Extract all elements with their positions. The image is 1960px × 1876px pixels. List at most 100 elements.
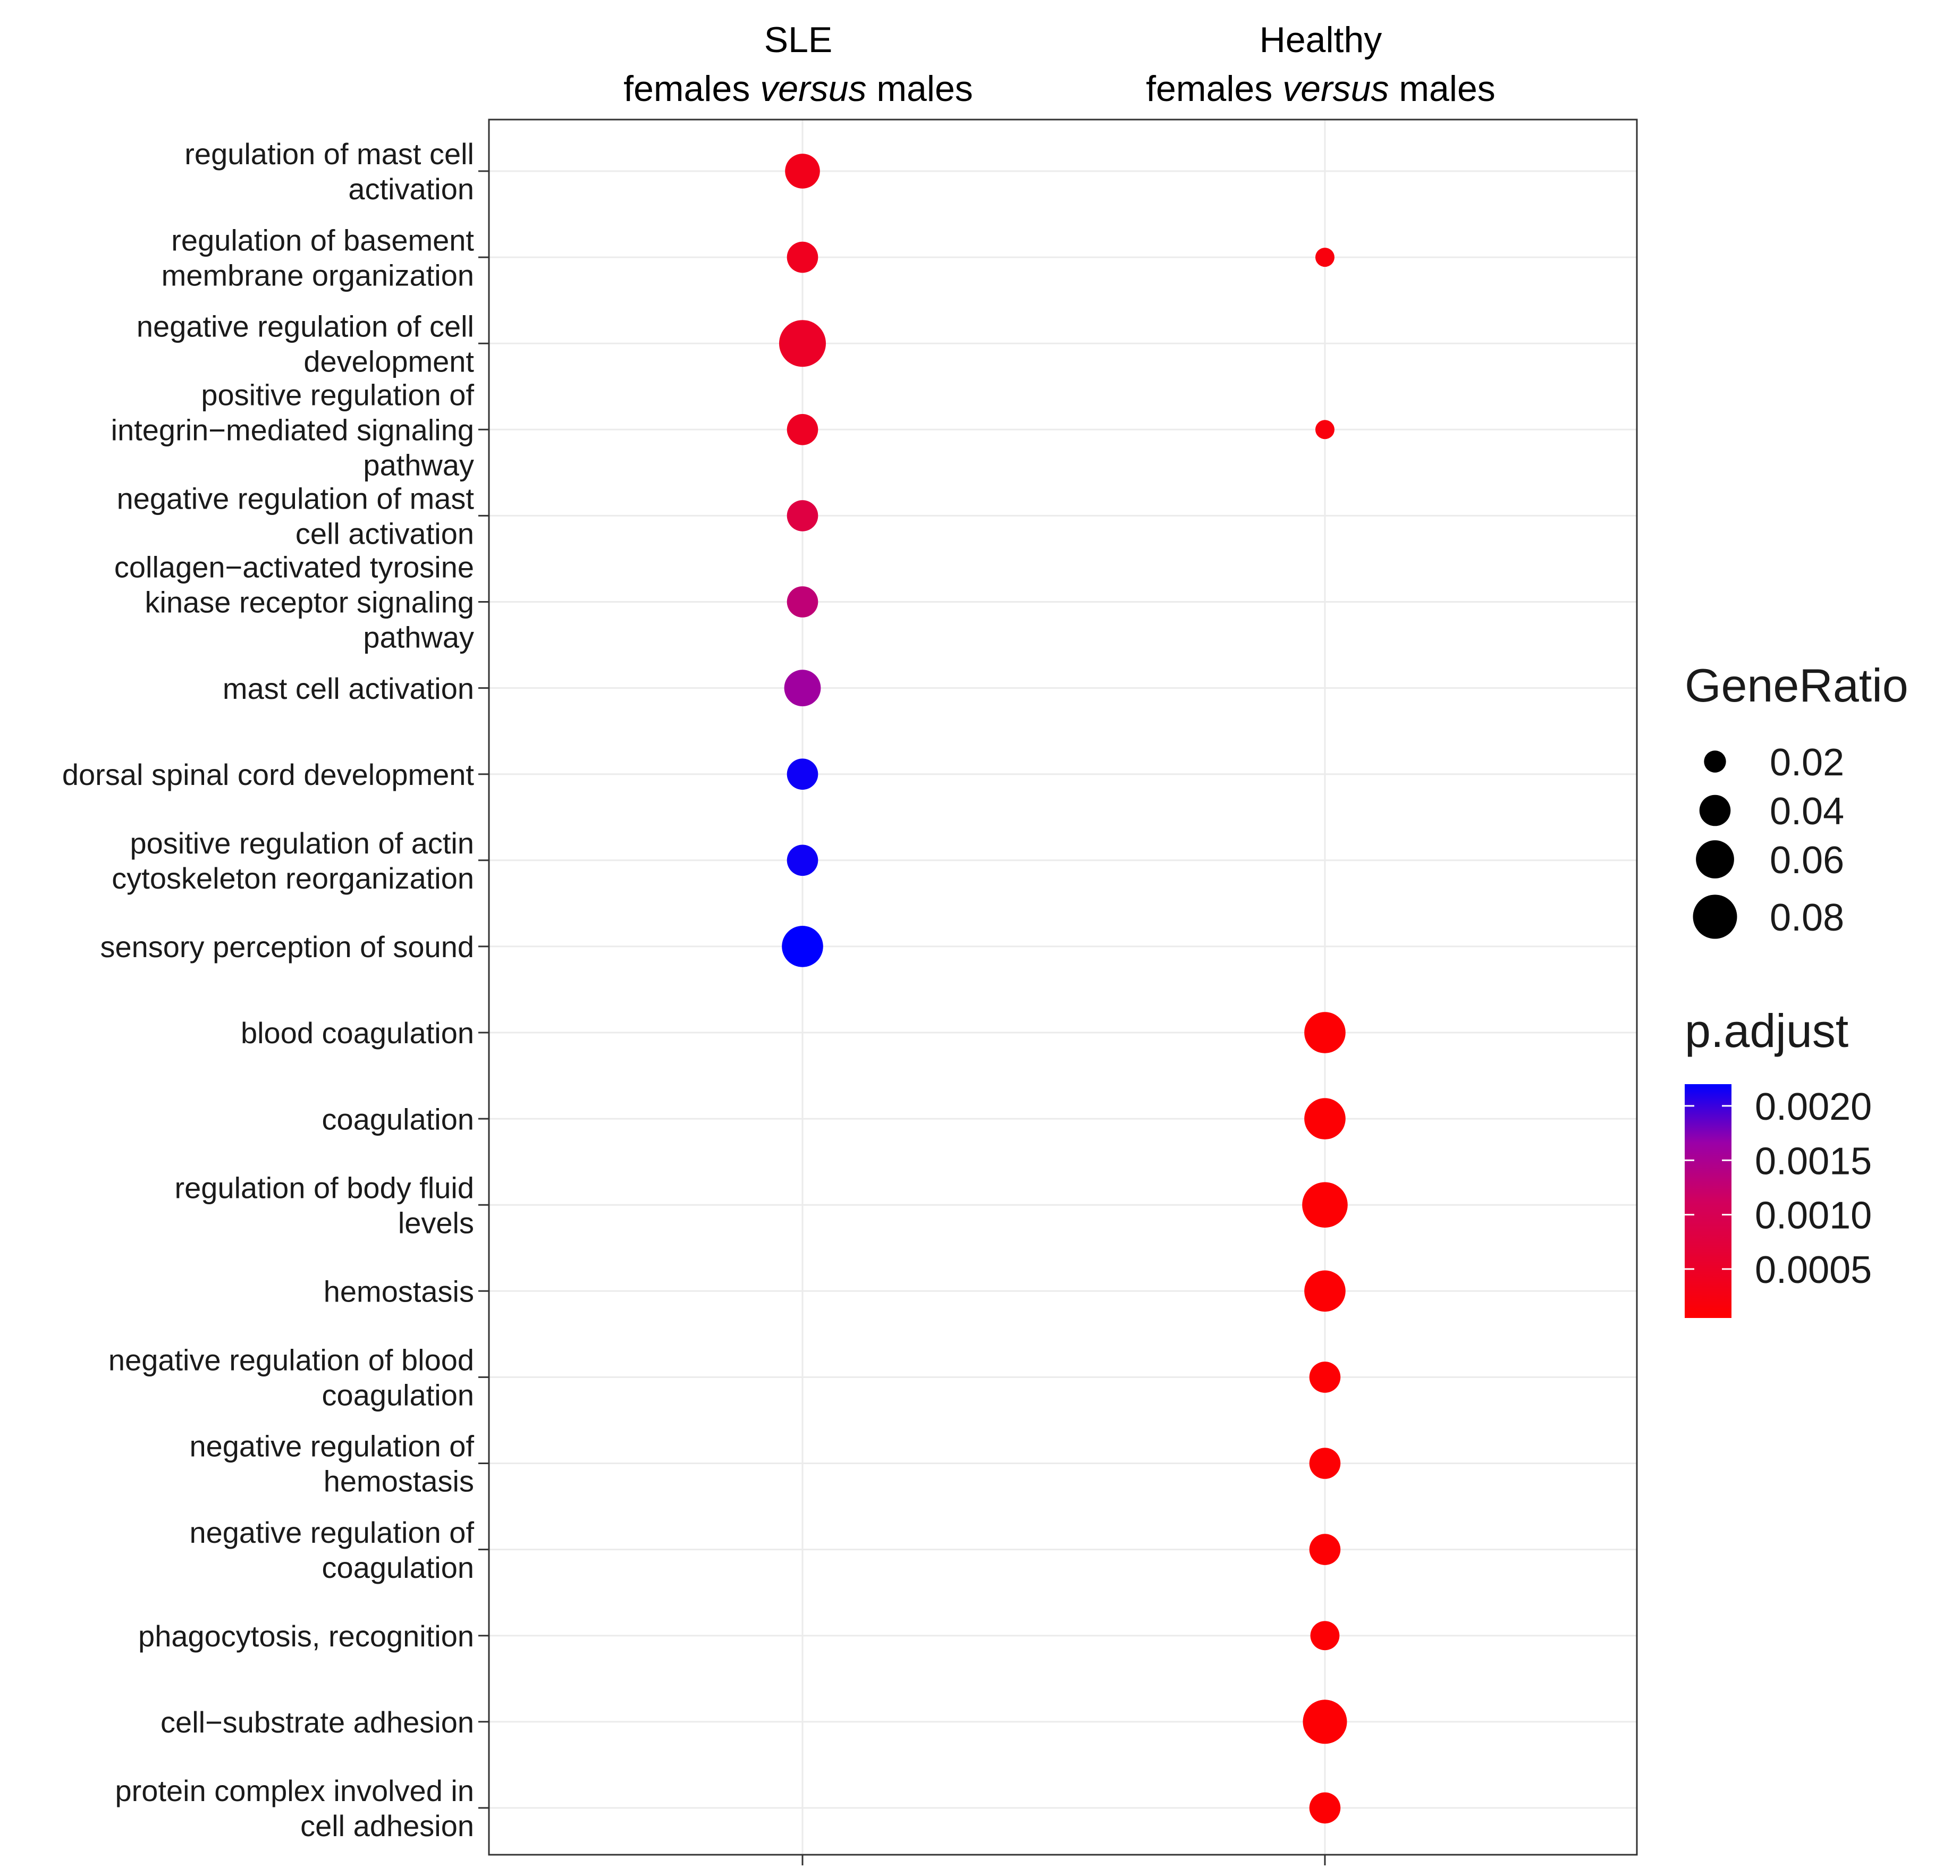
y-axis-labels: regulation of mast cell activationregulat… [62,137,475,1843]
y-label-line: coagulation [322,1551,474,1584]
header-text: males [867,69,973,109]
dot-15 [1302,1182,1348,1228]
y-label-line: negative regulation of blood [108,1343,474,1377]
y-label-1: regulation of mast cell activation [184,137,474,206]
y-label-line: dorsal spinal cord development [62,758,475,791]
y-label-8: dorsal spinal cord development [62,758,475,791]
column-header-title-1: SLE [764,20,833,60]
panel-background [489,120,1637,1855]
dot-21 [1303,1700,1347,1744]
y-label-16: negative regulation of hemostasis [190,1430,475,1498]
y-label-line: negative regulation of cell [137,309,474,343]
dot-18 [1309,1448,1341,1479]
plot-panel [488,119,1638,1856]
header-text-italic: versus [1282,69,1389,109]
p-adjust-colorbar [1685,1084,1731,1318]
generatio-key-1 [1704,750,1726,773]
y-label-line: membrane organization [162,258,474,292]
dot-8 [787,586,818,618]
y-label-12: coagulation [322,1102,474,1136]
dot-12 [782,926,823,967]
y-label-17: negative regulation of coagulation [190,1516,475,1584]
dot-9 [784,670,821,706]
generatio-key-label-4: 0.08 [1770,897,1844,939]
p-adjust-label-4: 0.0005 [1755,1249,1872,1291]
dot-1 [785,154,820,189]
y-label-line: positive regulation of actin [130,826,475,860]
p-adjust-legend: p.adjust 0.0020 0.0015 0.0010 0.0005 [1685,1004,1872,1318]
y-label-2: regulation of basement membrane organizat… [162,223,475,292]
dot-22 [1309,1792,1341,1824]
y-axis-ticks [478,170,489,1809]
generatio-legend-title: GeneRatio [1685,659,1908,712]
horizontal-gridlines [489,170,1637,1809]
p-adjust-label-3: 0.0010 [1755,1195,1872,1237]
y-label-11: blood coagulation [241,1016,474,1050]
y-label-10: sensory perception of sound [100,930,474,964]
generatio-legend: GeneRatio 0.02 0.04 0.06 0.08 [1685,659,1908,939]
dot-4 [779,320,826,367]
y-label-7: mast cell activation [223,672,474,705]
y-label-line: negative regulation of [190,1430,475,1463]
y-label-line: protein complex involved in [115,1774,474,1807]
dot-6 [1315,420,1334,440]
y-label-4: positive regulation of integrin−mediated … [111,378,475,481]
p-adjust-legend-ticks: 0.0020 0.0015 0.0010 0.0005 [1685,1086,1872,1291]
dot-3 [1315,248,1334,267]
y-label-line: phagocytosis, recognition [138,1619,474,1653]
y-label-line: cell adhesion [300,1809,474,1843]
y-label-line: integrin−mediated signaling [111,413,474,446]
y-label-line: cytoskeleton reorganization [112,861,474,895]
y-label-9: positive regulation of actin cytoskeleton… [112,826,474,895]
y-label-line: activation [348,172,474,206]
generatio-key-4 [1693,894,1737,939]
y-label-15: negative regulation of blood coagulation [108,1343,474,1412]
y-label-line: positive regulation of [201,378,474,411]
column-header-subtitle-2: females versus males [1146,69,1496,109]
generatio-key-2 [1699,795,1731,826]
header-text: females [623,69,760,109]
data-points [779,154,1348,1824]
y-label-line: pathway [363,621,474,654]
y-label-line: hemostasis [324,1465,474,1498]
y-label-line: negative regulation of mast [117,482,475,516]
y-label-line: levels [398,1206,474,1239]
y-label-line: regulation of body fluid [175,1171,475,1204]
dot-20 [1310,1621,1340,1651]
column-header-title-2: Healthy [1260,20,1382,60]
y-label-13: regulation of body fluid levels [175,1171,475,1239]
x-axis-ticks [801,1855,1326,1865]
y-label-line: cell activation [295,517,474,551]
generatio-key-label-3: 0.06 [1770,839,1844,882]
y-label-line: sensory perception of sound [100,930,474,964]
dot-19 [1309,1534,1341,1565]
column-header-subtitle-1: females versus males [623,69,973,109]
panel-border [488,119,1638,1856]
y-label-14: hemostasis [324,1274,474,1308]
y-label-line: development [303,344,474,378]
y-label-line: coagulation [322,1379,474,1412]
y-label-line: kinase receptor signaling [145,586,474,619]
y-label-line: regulation of mast cell [184,137,474,171]
dot-16 [1304,1270,1346,1312]
vertical-gridlines [801,120,1326,1855]
header-text: females [1146,69,1282,109]
y-label-line: hemostasis [324,1274,474,1308]
dot-17 [1309,1362,1341,1393]
dot-10 [787,758,818,790]
p-adjust-label-2: 0.0015 [1755,1140,1872,1182]
dot-14 [1304,1098,1346,1139]
y-label-19: cell−substrate adhesion [160,1705,474,1739]
y-label-line: regulation of basement [171,223,474,257]
y-label-line: negative regulation of [190,1516,475,1549]
y-label-20: protein complex involved in cell adhesion [115,1774,474,1843]
p-adjust-label-1: 0.0020 [1755,1086,1872,1128]
y-label-line: blood coagulation [241,1016,474,1050]
dot-13 [1304,1012,1346,1053]
generatio-key-label-1: 0.02 [1770,741,1844,784]
y-label-line: cell−substrate adhesion [160,1705,474,1739]
y-label-line: coagulation [322,1102,474,1136]
header-text-italic: versus [760,69,866,109]
dot-2 [787,241,818,273]
